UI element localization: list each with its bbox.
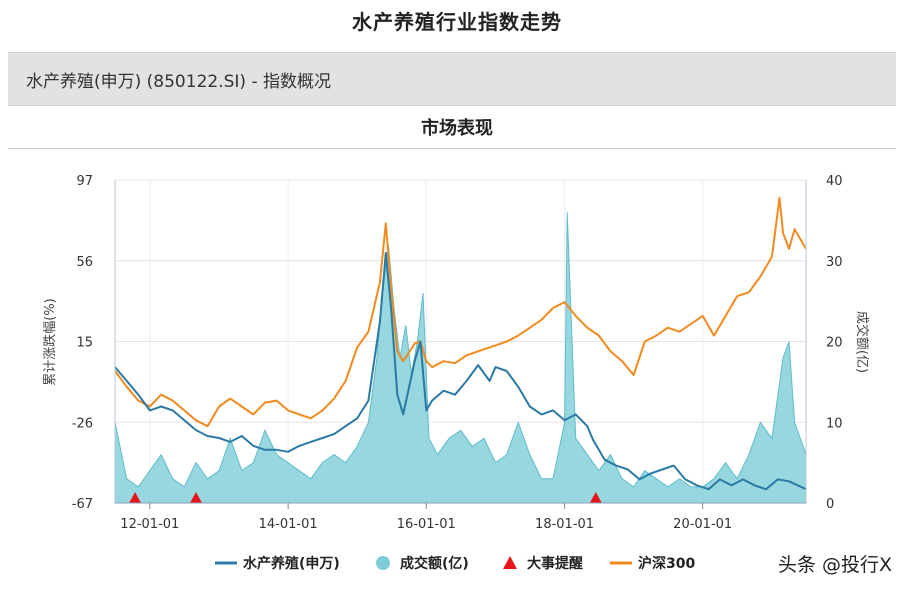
- x-tick-label: 16-01-01: [397, 517, 456, 532]
- y-left-tick-label: -26: [72, 416, 93, 431]
- legend-label: 沪深300: [638, 555, 695, 572]
- x-tick-label: 20-01-01: [673, 517, 732, 532]
- y-axis-left-label: 累计涨跌幅(%): [42, 298, 58, 386]
- section-divider: [8, 148, 896, 149]
- x-tick-label: 12-01-01: [120, 517, 179, 532]
- legend-circle-symbol: [376, 556, 390, 570]
- y-right-tick-label: 0: [826, 497, 834, 512]
- y-left-tick-label: 56: [76, 255, 93, 270]
- y-left-tick-label: 97: [76, 174, 93, 189]
- event-markers: [129, 492, 602, 503]
- line-series: [114, 196, 807, 491]
- legend-label: 水产养殖(申万): [243, 555, 340, 572]
- legend-triangle-symbol: [503, 556, 517, 569]
- y-right-tick-label: 10: [826, 416, 843, 431]
- y-left-tick-label: -67: [72, 497, 93, 512]
- y-right-tick-label: 30: [826, 255, 843, 270]
- legend-label: 成交额(亿): [400, 555, 469, 572]
- chart-axes: 97 56 15 -26 -67 40 30 20 10 0 12-01-01 14-01-01 16-…: [72, 174, 843, 532]
- x-tick-label: 18-01-01: [535, 517, 594, 532]
- section-title-market-performance: 市场表现: [421, 118, 493, 139]
- event-marker: [589, 492, 602, 503]
- index-overview-header: 水产养殖(申万) (850122.SI) - 指数概况: [8, 52, 896, 106]
- y-right-tick-label: 40: [826, 174, 843, 189]
- aquaculture-index-line: [114, 251, 807, 491]
- hs300-line: [114, 196, 807, 428]
- legend-label: 大事提醒: [527, 555, 583, 572]
- page-title: 水产养殖行业指数走势: [352, 10, 562, 34]
- volume-series: [114, 212, 807, 504]
- event-marker: [129, 492, 142, 503]
- y-right-tick-label: 20: [826, 336, 843, 351]
- y-left-tick-label: 15: [76, 336, 93, 351]
- volume-area: [114, 212, 807, 504]
- y-axis-right-label: 成交额(亿): [854, 311, 870, 373]
- chart-legend: 水产养殖(申万) 成交额(亿) 大事提醒 沪深300: [215, 555, 695, 572]
- index-overview-title: 水产养殖(申万) (850122.SI) - 指数概况: [26, 72, 331, 92]
- watermark: 头条 @投行X: [777, 554, 892, 576]
- event-marker: [189, 492, 202, 503]
- x-tick-label: 14-01-01: [259, 517, 318, 532]
